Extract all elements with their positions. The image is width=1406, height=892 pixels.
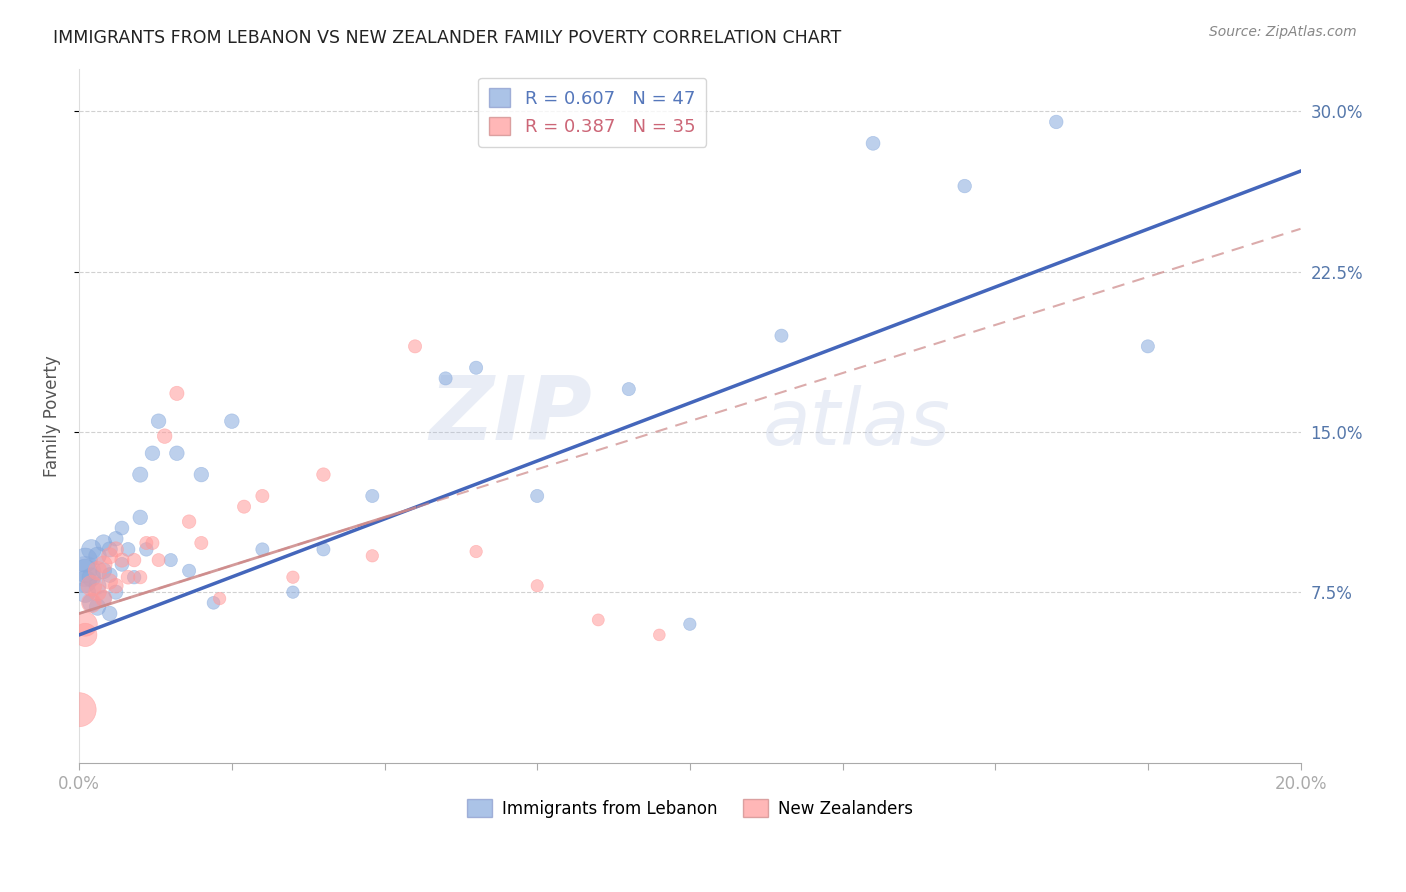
Point xyxy=(93,558,115,572)
Point xyxy=(202,596,225,610)
Point xyxy=(526,579,548,593)
Point xyxy=(862,136,884,151)
Point xyxy=(93,536,115,550)
Point xyxy=(208,591,231,606)
Point xyxy=(93,591,115,606)
Point xyxy=(117,570,139,584)
Point xyxy=(93,564,115,578)
Point xyxy=(190,536,212,550)
Point xyxy=(75,574,97,589)
Y-axis label: Family Poverty: Family Poverty xyxy=(44,355,60,476)
Point xyxy=(80,579,103,593)
Point xyxy=(953,179,976,194)
Point xyxy=(122,570,145,584)
Point xyxy=(98,549,121,563)
Point xyxy=(166,386,188,401)
Point xyxy=(434,371,457,385)
Point xyxy=(312,467,335,482)
Point xyxy=(86,600,108,615)
Point xyxy=(1136,339,1159,353)
Point xyxy=(75,585,97,599)
Point xyxy=(177,515,200,529)
Point xyxy=(122,553,145,567)
Text: atlas: atlas xyxy=(763,384,950,461)
Point xyxy=(111,521,134,535)
Point xyxy=(75,628,97,642)
Point xyxy=(679,617,702,632)
Point xyxy=(129,467,152,482)
Point xyxy=(252,542,274,557)
Point xyxy=(141,536,163,550)
Point xyxy=(465,360,488,375)
Point xyxy=(135,536,157,550)
Point xyxy=(104,585,127,599)
Point xyxy=(98,568,121,582)
Point xyxy=(361,549,384,563)
Point xyxy=(86,549,108,563)
Point xyxy=(617,382,640,396)
Point xyxy=(111,553,134,567)
Point xyxy=(233,500,256,514)
Point xyxy=(1045,115,1067,129)
Point xyxy=(135,542,157,557)
Point xyxy=(465,544,488,558)
Point xyxy=(117,542,139,557)
Point xyxy=(166,446,188,460)
Point xyxy=(104,542,127,557)
Point xyxy=(281,570,304,584)
Point xyxy=(86,564,108,578)
Point xyxy=(252,489,274,503)
Point xyxy=(153,429,176,443)
Point xyxy=(86,579,108,593)
Point xyxy=(98,542,121,557)
Point xyxy=(80,596,103,610)
Point xyxy=(93,591,115,606)
Point xyxy=(98,607,121,621)
Point xyxy=(129,510,152,524)
Point xyxy=(586,613,609,627)
Point xyxy=(281,585,304,599)
Text: IMMIGRANTS FROM LEBANON VS NEW ZEALANDER FAMILY POVERTY CORRELATION CHART: IMMIGRANTS FROM LEBANON VS NEW ZEALANDER… xyxy=(53,29,842,46)
Point xyxy=(148,414,170,428)
Point xyxy=(86,585,108,599)
Text: Source: ZipAtlas.com: Source: ZipAtlas.com xyxy=(1209,25,1357,39)
Point xyxy=(648,628,671,642)
Point xyxy=(526,489,548,503)
Point xyxy=(75,617,97,632)
Point xyxy=(75,564,97,578)
Point xyxy=(67,703,90,717)
Point xyxy=(221,414,243,428)
Point xyxy=(770,328,793,343)
Point xyxy=(80,570,103,584)
Point xyxy=(80,542,103,557)
Point xyxy=(75,553,97,567)
Text: ZIP: ZIP xyxy=(429,372,592,459)
Point xyxy=(177,564,200,578)
Point xyxy=(312,542,335,557)
Point xyxy=(129,570,152,584)
Legend: Immigrants from Lebanon, New Zealanders: Immigrants from Lebanon, New Zealanders xyxy=(460,793,920,824)
Point xyxy=(104,532,127,546)
Point xyxy=(75,564,97,578)
Point xyxy=(104,579,127,593)
Point xyxy=(361,489,384,503)
Point xyxy=(111,558,134,572)
Point xyxy=(159,553,181,567)
Point xyxy=(404,339,426,353)
Point xyxy=(98,574,121,589)
Point xyxy=(80,596,103,610)
Point xyxy=(141,446,163,460)
Point xyxy=(190,467,212,482)
Point xyxy=(148,553,170,567)
